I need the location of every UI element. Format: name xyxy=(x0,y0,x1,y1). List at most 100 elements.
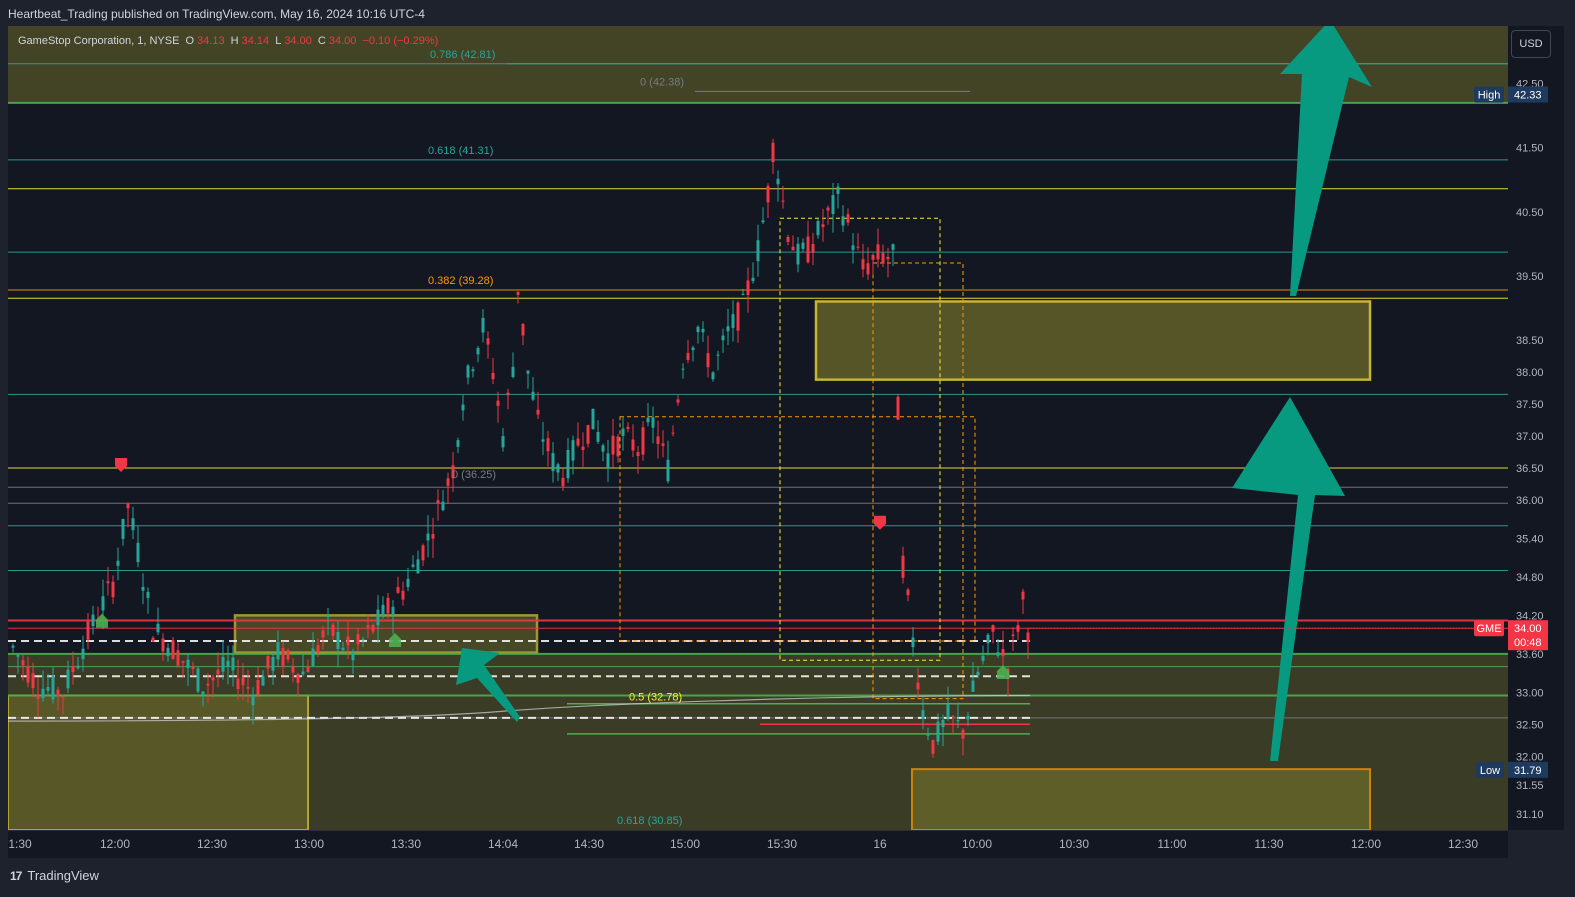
candle-body xyxy=(56,689,60,696)
candle-body xyxy=(176,650,180,666)
candle-body xyxy=(506,392,510,396)
fib-label: 0 (36.25) xyxy=(452,469,496,481)
candle-body xyxy=(171,640,175,660)
time-tick: 14:30 xyxy=(574,837,604,851)
candle-body xyxy=(146,591,150,598)
price-axis[interactable] xyxy=(1508,26,1564,830)
candle-body xyxy=(901,555,905,578)
candle-body xyxy=(471,369,475,372)
change-value: −0.10 (−0.29%) xyxy=(362,35,439,47)
candle-body xyxy=(781,200,785,202)
candle-body xyxy=(316,645,320,653)
candle-body xyxy=(606,453,610,469)
candle-body xyxy=(501,436,505,448)
high-badge-bg xyxy=(1474,86,1504,103)
candle-body xyxy=(76,665,80,669)
candle-body xyxy=(451,465,455,479)
price-tick: 38.00 xyxy=(1516,367,1544,379)
candle-body xyxy=(456,440,460,447)
tradingview-logo[interactable]: 17 TradingView xyxy=(10,868,99,883)
candle-body xyxy=(476,348,480,355)
candle-body xyxy=(431,534,435,539)
candle-body xyxy=(926,734,930,736)
up-arrow-icon xyxy=(1232,397,1345,761)
time-axis[interactable] xyxy=(8,830,1508,859)
candle-body xyxy=(191,666,195,670)
candle-body xyxy=(856,246,860,248)
candle-body xyxy=(671,432,675,434)
candle-body xyxy=(756,240,760,262)
candle-body xyxy=(121,518,125,539)
time-tick: 10:30 xyxy=(1059,837,1089,851)
candle-body xyxy=(616,436,620,457)
candle-body xyxy=(986,634,990,644)
candle-body xyxy=(301,671,305,675)
candle-body xyxy=(1016,625,1020,632)
price-tick: 33.00 xyxy=(1516,687,1544,699)
tradingview-logo-icon: 17 xyxy=(10,868,22,883)
candle-body xyxy=(16,654,20,657)
candle-body xyxy=(406,578,410,587)
high-value: 42.33 xyxy=(1514,90,1542,102)
high-value-bg xyxy=(1508,86,1548,103)
candle-body xyxy=(846,214,850,223)
dashed-box xyxy=(619,416,976,642)
candle-body xyxy=(211,677,215,681)
price-tick: 40.50 xyxy=(1516,207,1544,219)
time-tick: 15:30 xyxy=(767,837,797,851)
fib-label: 0 (42.38) xyxy=(640,76,684,88)
low-label: L xyxy=(275,35,282,47)
candle-body xyxy=(581,446,585,451)
candle-body xyxy=(226,660,230,667)
price-tick: 34.20 xyxy=(1516,610,1544,622)
candle-body xyxy=(81,648,85,660)
high-label: H xyxy=(230,35,239,47)
candle-body xyxy=(716,354,720,356)
low-value-bg xyxy=(1508,761,1548,778)
candle-body xyxy=(246,687,250,689)
candle-body xyxy=(11,645,15,648)
candle-body xyxy=(571,440,575,461)
candle-body xyxy=(206,683,210,686)
candle-body xyxy=(361,639,365,641)
candle-body xyxy=(291,665,295,673)
candle-body xyxy=(541,439,545,442)
dashed-box xyxy=(779,217,941,661)
price-tick: 32.50 xyxy=(1516,719,1544,731)
candle-body xyxy=(866,263,870,275)
candle-body xyxy=(786,236,790,242)
candle-body xyxy=(861,259,865,270)
candle-body xyxy=(621,428,625,436)
candle-body xyxy=(161,638,165,652)
candle-body xyxy=(166,647,170,657)
candle-body xyxy=(731,314,735,328)
currency-button[interactable]: USD xyxy=(1511,30,1551,58)
price-tick: 31.55 xyxy=(1516,780,1544,792)
candle-body xyxy=(566,449,570,479)
candle-body xyxy=(66,669,70,689)
price-tick: 36.50 xyxy=(1516,463,1544,475)
candle-body xyxy=(956,720,960,722)
time-tick: 12:30 xyxy=(197,837,227,851)
candle-body xyxy=(656,436,660,445)
candle-body xyxy=(691,347,695,351)
candle-body xyxy=(151,637,155,642)
candle-body xyxy=(821,224,825,228)
candle-body xyxy=(131,518,135,531)
candle-body xyxy=(186,659,190,669)
candle-body xyxy=(551,453,555,472)
footer xyxy=(0,858,1575,897)
candle-body xyxy=(421,545,425,561)
candle-body xyxy=(706,353,710,368)
candle-body xyxy=(996,652,1000,656)
candle-body xyxy=(836,186,840,194)
low-badge-label: Low xyxy=(1480,765,1500,777)
candle-body xyxy=(1026,632,1030,643)
candle-body xyxy=(771,142,775,163)
candle-body xyxy=(546,438,550,452)
zone-lower-box xyxy=(911,768,1371,830)
price-tick: 36.00 xyxy=(1516,495,1544,507)
candle-body xyxy=(701,328,705,333)
gme-badge-bg xyxy=(1474,620,1504,637)
candle-body xyxy=(216,669,220,675)
